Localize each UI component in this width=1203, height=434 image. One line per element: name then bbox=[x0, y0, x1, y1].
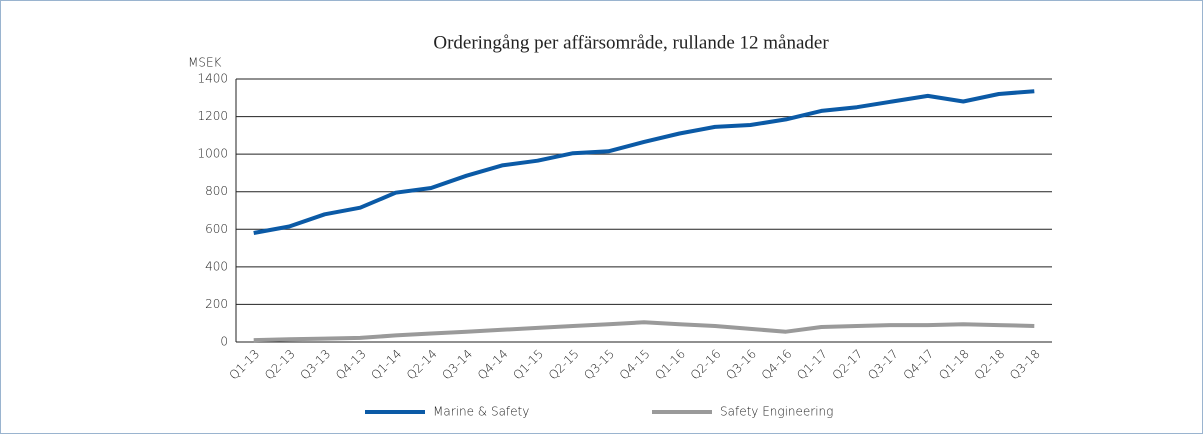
x-tick-label: Q2-13 bbox=[262, 347, 298, 383]
y-tick-label: 1200 bbox=[197, 109, 228, 123]
x-tick-label: Q2-14 bbox=[404, 347, 440, 383]
x-tick-label: Q3-13 bbox=[297, 347, 333, 383]
x-tick-label: Q3-14 bbox=[439, 347, 475, 383]
x-tick-label: Q1-14 bbox=[368, 347, 404, 383]
y-tick-label: 200 bbox=[205, 297, 228, 311]
x-tick-label: Q4-14 bbox=[475, 347, 511, 383]
x-tick-label: Q1-13 bbox=[226, 347, 262, 383]
x-tick-label: Q2-15 bbox=[546, 347, 582, 383]
series-line bbox=[253, 320, 1035, 343]
x-tick-label: Q1-17 bbox=[794, 347, 830, 383]
y-tick-label: 400 bbox=[205, 259, 228, 273]
x-tick-label: Q3-17 bbox=[865, 347, 901, 383]
x-tick-label: Q4-16 bbox=[759, 347, 795, 383]
x-tick-label: Q4-15 bbox=[617, 347, 653, 383]
x-tick-label: Q2-18 bbox=[972, 347, 1008, 383]
x-tick-label: Q4-13 bbox=[333, 347, 369, 383]
y-tick-label: 1000 bbox=[197, 147, 228, 161]
x-tick-label: Q3-15 bbox=[581, 347, 617, 383]
x-tick-label: Q1-18 bbox=[936, 347, 972, 383]
x-tick-label: Q1-16 bbox=[652, 347, 688, 383]
x-tick-label: Q2-17 bbox=[830, 347, 866, 383]
chart-title: Orderingång per affärsområde, rullande 1… bbox=[433, 32, 829, 53]
y-tick-label: 1400 bbox=[197, 72, 228, 86]
y-tick-label: 800 bbox=[205, 184, 228, 198]
x-tick-label: Q3-18 bbox=[1007, 347, 1043, 383]
x-tick-label: Q1-15 bbox=[510, 347, 546, 383]
x-tick-label: Q2-16 bbox=[688, 347, 724, 383]
series-line bbox=[253, 89, 1035, 235]
x-tick-label: Q3-16 bbox=[723, 347, 759, 383]
y-tick-label: 600 bbox=[205, 222, 228, 236]
y-axis-label: MSEK bbox=[188, 56, 222, 70]
y-tick-label: 0 bbox=[220, 335, 228, 349]
legend-label: Marine & Safety bbox=[433, 405, 529, 419]
x-tick-label: Q4-17 bbox=[901, 347, 937, 383]
legend-label: Safety Engineering bbox=[720, 405, 833, 419]
